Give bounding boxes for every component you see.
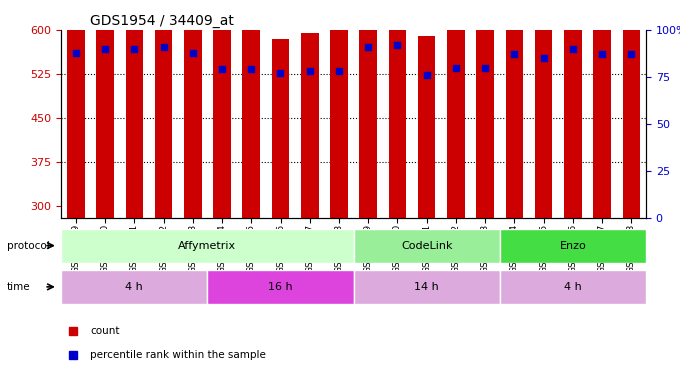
Bar [67,0,84,217]
Point [626,51,636,57]
Point [216,66,227,72]
Text: 16 h: 16 h [268,282,293,292]
Point [158,44,169,50]
Text: 14 h: 14 h [414,282,439,292]
Bar [477,18,494,217]
Bar [564,0,581,217]
Bar [155,0,172,217]
Point [538,55,549,61]
Bar [243,15,260,217]
Point [245,66,256,72]
Bar [360,0,377,217]
Bar [272,39,289,218]
Point [596,51,607,57]
Bar [594,0,611,217]
FancyBboxPatch shape [500,270,646,304]
Text: 4 h: 4 h [125,282,143,292]
Point [70,50,82,55]
FancyBboxPatch shape [354,229,500,262]
Bar [418,36,435,218]
Point [509,51,520,57]
Point [129,46,139,52]
Text: time: time [7,282,31,292]
Text: Affymetrix: Affymetrix [178,241,237,250]
Bar [535,0,552,217]
FancyBboxPatch shape [61,229,354,262]
Point [479,64,490,70]
Text: GDS1954 / 34409_at: GDS1954 / 34409_at [90,13,235,28]
FancyBboxPatch shape [207,270,354,304]
Point [99,46,110,52]
Point [567,46,578,52]
Bar [97,0,114,217]
Bar [330,24,347,218]
Text: CodeLink: CodeLink [401,241,452,250]
Bar [506,0,523,217]
FancyBboxPatch shape [500,229,646,262]
Point [333,68,344,74]
Text: percentile rank within the sample: percentile rank within the sample [90,350,267,360]
Text: 4 h: 4 h [564,282,582,292]
Bar [389,0,406,217]
Text: Enzo: Enzo [560,241,586,250]
Point [362,44,373,50]
Bar [447,7,464,217]
Bar [214,1,231,217]
Bar [301,33,318,218]
Point [392,42,403,48]
FancyBboxPatch shape [61,270,207,304]
Point [187,50,198,55]
Text: protocol: protocol [7,241,50,250]
Point [421,72,432,78]
Point [450,64,461,70]
FancyBboxPatch shape [354,270,500,304]
Text: count: count [90,326,120,336]
Point [304,68,315,74]
Point [275,70,286,76]
Bar [126,0,143,217]
Bar [623,0,640,217]
Bar [184,0,201,217]
